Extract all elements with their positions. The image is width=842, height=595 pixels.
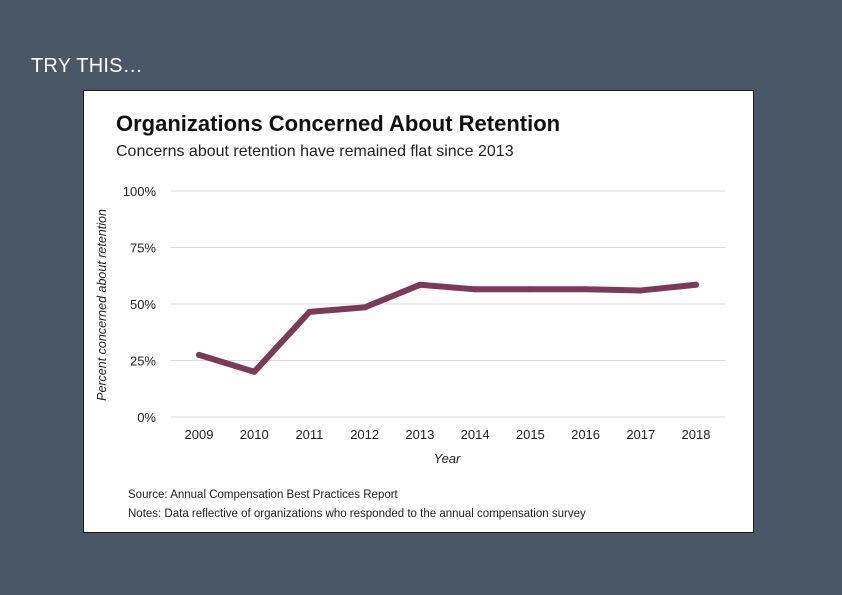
x-tick-label: 2018 bbox=[682, 427, 711, 442]
x-tick-label: 2016 bbox=[571, 427, 600, 442]
data-point bbox=[637, 287, 644, 294]
x-tick-label: 2011 bbox=[295, 427, 323, 442]
x-tick-label: 2009 bbox=[185, 427, 214, 442]
x-axis-label: Year bbox=[434, 451, 461, 466]
chart-card: Organizations Concerned About Retention … bbox=[83, 90, 754, 533]
x-tick-labels: 2009 2010 2011 2012 2013 2014 2015 2016 2017 2018 bbox=[185, 427, 711, 442]
y-tick-labels: 0% 25% 50% 75% 100% bbox=[123, 184, 157, 425]
data-point bbox=[306, 308, 313, 315]
x-tick-label: 2010 bbox=[240, 427, 269, 442]
chart-subtitle: Concerns about retention have remained f… bbox=[116, 143, 514, 160]
data-point bbox=[693, 281, 699, 288]
y-tick-label: 25% bbox=[130, 354, 156, 369]
x-tick-label: 2013 bbox=[405, 427, 434, 442]
data-point bbox=[196, 351, 202, 358]
x-tick-label: 2014 bbox=[461, 427, 490, 442]
data-point bbox=[472, 286, 479, 293]
y-tick-label: 50% bbox=[130, 297, 156, 312]
slide-heading: TRY THIS… bbox=[31, 55, 143, 77]
source-note: Source: Annual Compensation Best Practic… bbox=[128, 489, 398, 501]
series-line bbox=[196, 281, 699, 375]
y-axis-label: Percent concerned about retention bbox=[95, 209, 109, 401]
x-tick-label: 2015 bbox=[516, 427, 545, 442]
chart-title: Organizations Concerned About Retention bbox=[116, 111, 561, 136]
line-chart: 0% 25% 50% 75% 100% 2009 2010 2011 2012 2013 2014… bbox=[95, 184, 725, 466]
notes-note: Notes: Data reflective of organizations … bbox=[128, 508, 586, 520]
y-tick-label: 100% bbox=[123, 184, 157, 199]
y-tick-label: 0% bbox=[137, 410, 156, 425]
series-layer bbox=[196, 281, 699, 375]
data-point bbox=[416, 281, 423, 288]
data-point bbox=[251, 368, 258, 375]
x-tick-label: 2012 bbox=[350, 427, 379, 442]
gridlines bbox=[171, 190, 725, 418]
data-point bbox=[527, 286, 534, 293]
x-tick-label: 2017 bbox=[626, 427, 655, 442]
data-point bbox=[582, 286, 589, 293]
data-point bbox=[361, 304, 368, 311]
y-tick-label: 75% bbox=[130, 241, 156, 256]
